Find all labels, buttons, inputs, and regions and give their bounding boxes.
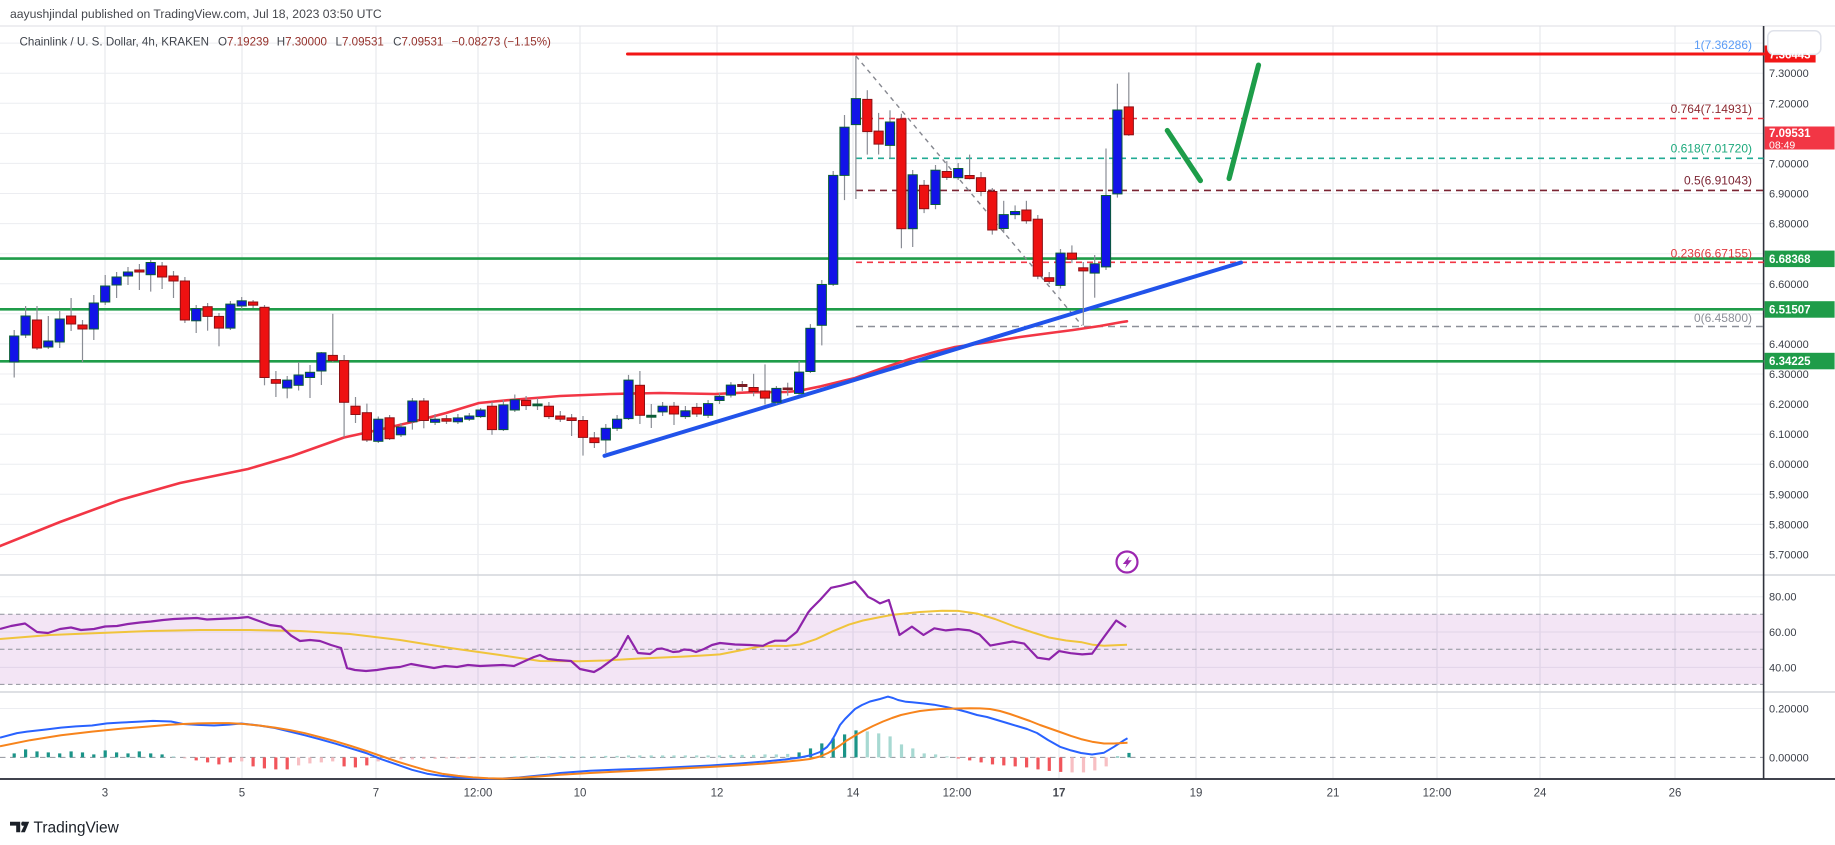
svg-text:60.00: 60.00: [1769, 627, 1797, 639]
svg-text:0.764(7.14931): 0.764(7.14931): [1671, 102, 1752, 116]
svg-text:12:00: 12:00: [943, 788, 972, 800]
svg-text:6.20000: 6.20000: [1769, 399, 1809, 411]
svg-text:5.80000: 5.80000: [1769, 519, 1809, 531]
svg-text:6.34225: 6.34225: [1769, 356, 1811, 368]
svg-text:6.10000: 6.10000: [1769, 429, 1809, 441]
svg-text:Chainlink / U. S. Dollar, 4h,: Chainlink / U. S. Dollar, 4h, KRAKEN O7.1…: [20, 35, 552, 48]
svg-text:12: 12: [711, 788, 724, 800]
svg-text:19: 19: [1190, 788, 1203, 800]
svg-text:6.40000: 6.40000: [1769, 339, 1809, 351]
svg-text:7.30000: 7.30000: [1769, 68, 1809, 80]
svg-text:6.80000: 6.80000: [1769, 219, 1809, 231]
svg-text:7.09531: 7.09531: [1769, 128, 1811, 140]
svg-text:26: 26: [1669, 788, 1682, 800]
svg-text:6.60000: 6.60000: [1769, 279, 1809, 291]
svg-text:0.00000: 0.00000: [1769, 752, 1809, 764]
svg-text:0.20000: 0.20000: [1769, 704, 1809, 716]
svg-text:7: 7: [373, 788, 379, 800]
svg-text:6.90000: 6.90000: [1769, 189, 1809, 201]
svg-text:5.70000: 5.70000: [1769, 550, 1809, 562]
svg-text:0.618(7.01720): 0.618(7.01720): [1671, 142, 1752, 156]
svg-text:7.20000: 7.20000: [1769, 98, 1809, 110]
svg-text:0.5(6.91043): 0.5(6.91043): [1684, 174, 1752, 188]
svg-text:10: 10: [574, 788, 587, 800]
svg-text:24: 24: [1534, 788, 1547, 800]
svg-text:TradingView: TradingView: [34, 820, 120, 837]
svg-text:6.51507: 6.51507: [1769, 305, 1811, 317]
svg-text:1(7.36286): 1(7.36286): [1694, 38, 1752, 52]
svg-text:21: 21: [1327, 788, 1340, 800]
svg-text:6.68368: 6.68368: [1769, 254, 1811, 266]
svg-text:0(6.45800): 0(6.45800): [1694, 311, 1752, 325]
svg-text:12:00: 12:00: [1423, 788, 1452, 800]
svg-text:5: 5: [239, 788, 245, 800]
svg-text:80.00: 80.00: [1769, 592, 1797, 604]
svg-text:17: 17: [1053, 788, 1066, 800]
svg-text:7.00000: 7.00000: [1769, 158, 1809, 170]
svg-text:7.36443: 7.36443: [1769, 50, 1811, 62]
svg-text:3: 3: [102, 788, 108, 800]
svg-text:14: 14: [847, 788, 860, 800]
svg-text:aayushjindal published on Trad: aayushjindal published on TradingView.co…: [10, 7, 382, 21]
svg-text:6.30000: 6.30000: [1769, 369, 1809, 381]
svg-text:6.00000: 6.00000: [1769, 459, 1809, 471]
svg-text:0.236(6.67155): 0.236(6.67155): [1671, 247, 1752, 261]
svg-text:5.90000: 5.90000: [1769, 489, 1809, 501]
svg-text:40.00: 40.00: [1769, 662, 1797, 674]
svg-text:12:00: 12:00: [464, 788, 493, 800]
svg-text:08:49: 08:49: [1769, 140, 1795, 152]
